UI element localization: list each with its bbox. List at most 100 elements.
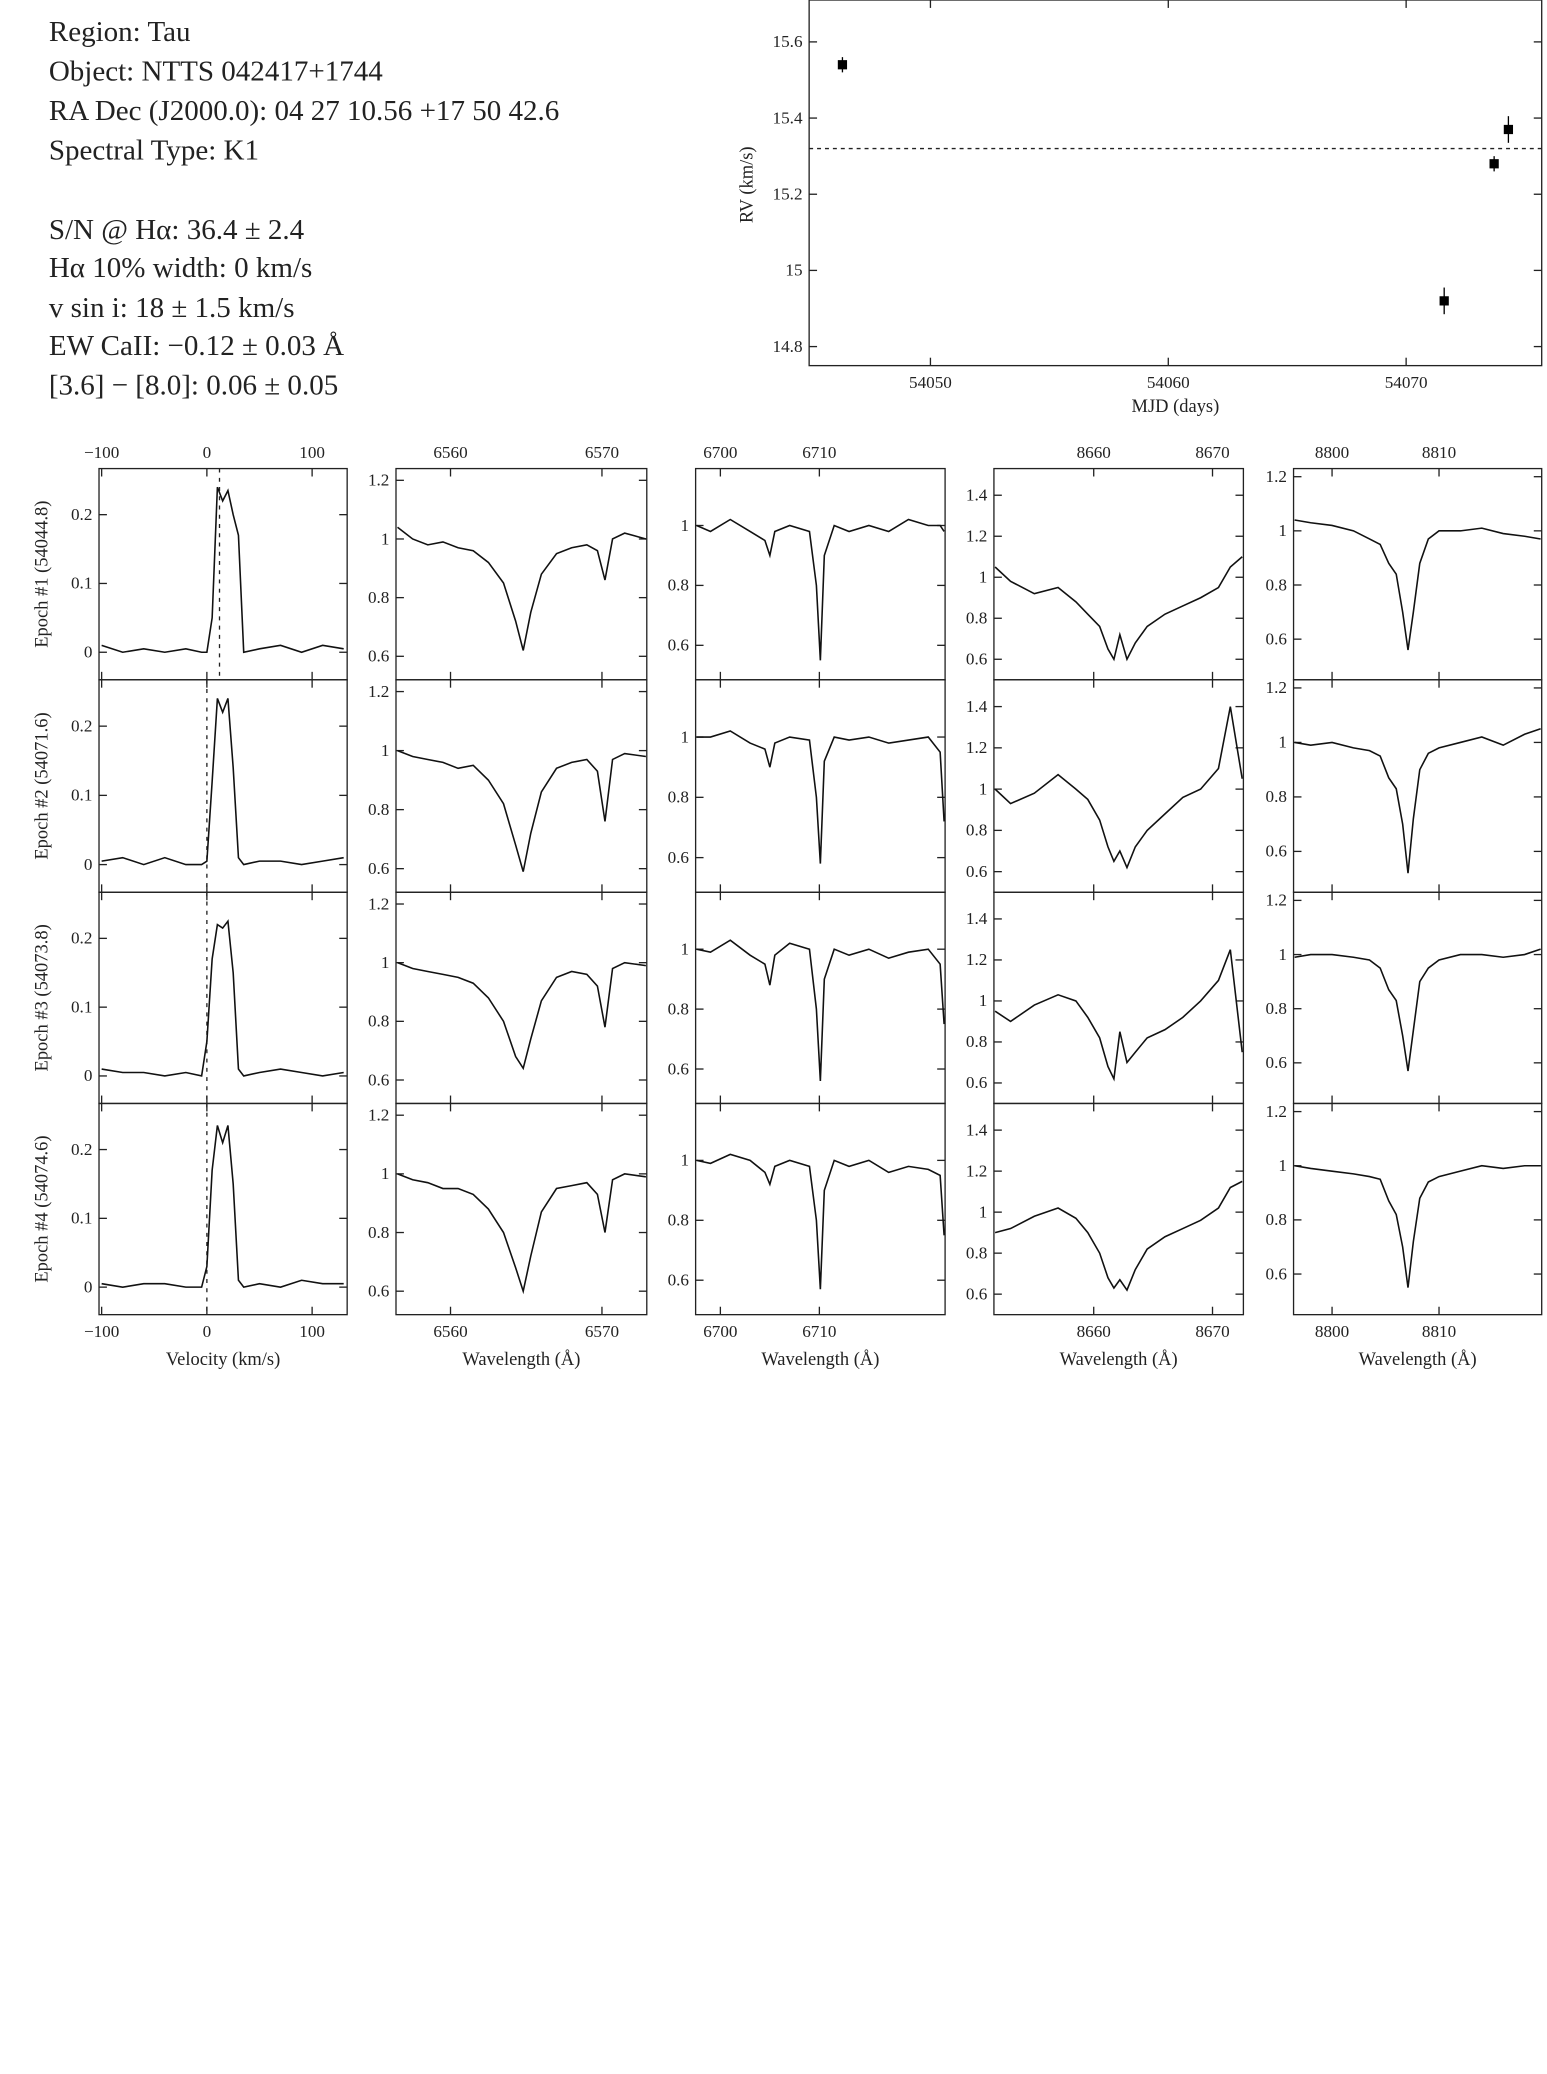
y-tick-label: 0.8 (368, 588, 389, 607)
y-tick-label: 1 (979, 991, 988, 1010)
y-tick-label: 1 (680, 1151, 689, 1170)
plot-frame (1292, 1102, 1543, 1316)
y-tick-label: 0.6 (966, 650, 988, 669)
spectrum-line (696, 939, 945, 1082)
y-tick-label: 0.8 (966, 1243, 987, 1262)
info-line: Object: NTTS 042417+1744 (49, 56, 383, 88)
y-tick-label: 0.6 (668, 1059, 690, 1078)
y-tick-label: 1.4 (966, 486, 988, 505)
y-tick-label: 1 (680, 516, 689, 535)
y-tick-label: 0.6 (1266, 842, 1288, 861)
y-tick-label: 1.2 (966, 950, 987, 969)
spectrum-line (696, 1153, 945, 1290)
y-tick-label: 1 (979, 779, 988, 798)
y-tick-label: 0.8 (1266, 999, 1287, 1018)
x-tick-label: 8670 (1195, 1322, 1229, 1341)
y-axis-label: RV (km/s) (736, 146, 757, 223)
info-line: EW CaII: −0.12 ± 0.03 Å (49, 330, 344, 362)
y-tick-label: 0 (84, 643, 93, 662)
y-tick-label: 0.8 (966, 1032, 987, 1051)
data-point (1439, 296, 1449, 306)
x-tick-label: 8660 (1077, 1322, 1111, 1341)
y-tick-label: 0.6 (1266, 1264, 1288, 1283)
x-tick-label: 0 (203, 1322, 212, 1341)
y-tick-label: 1 (381, 1164, 390, 1183)
y-tick-label: 1.2 (1266, 1102, 1287, 1121)
y-tick-label: 0.8 (368, 1012, 389, 1031)
spectrum-line (696, 730, 945, 864)
y-tick-label: 1 (1278, 521, 1287, 540)
data-point (1503, 124, 1514, 135)
y-tick-label: 0.8 (668, 999, 689, 1018)
y-tick-label: 15.2 (773, 185, 803, 204)
x-tick-label: 6700 (703, 1322, 737, 1341)
spectrum-line (101, 1125, 344, 1289)
plot-frame (993, 1102, 1245, 1316)
y-tick-label: 0.8 (368, 1223, 389, 1242)
y-tick-label: 1.2 (1266, 891, 1287, 910)
spectrum-line (1294, 1164, 1541, 1288)
spectrum-line (1294, 948, 1541, 1072)
x-tick-label: 6700 (703, 443, 737, 462)
plot-frame (993, 891, 1245, 1105)
x-axis-label: Velocity (km/s) (166, 1349, 280, 1370)
spectrum-line (994, 556, 1243, 662)
y-tick-label: 0.8 (668, 788, 689, 807)
y-tick-label: 0.2 (71, 716, 92, 735)
y-tick-label: 0.2 (71, 505, 92, 524)
plot-frame (98, 1102, 348, 1316)
y-tick-label: 1 (1278, 945, 1287, 964)
x-tick-label: 8800 (1315, 443, 1349, 462)
plot-frame (694, 1102, 946, 1316)
info-line: S/N @ Hα: 36.4 ± 2.4 (49, 214, 305, 246)
spectrum-line (397, 749, 646, 872)
y-tick-label: 0.8 (966, 821, 987, 840)
info-line: Spectral Type: K1 (49, 135, 259, 167)
info-line: v sin i: 18 ± 1.5 km/s (49, 292, 295, 324)
row-label: Epoch #1 (54044.8) (32, 501, 53, 648)
y-tick-label: 1.4 (966, 697, 988, 716)
y-tick-label: 0 (84, 1277, 93, 1296)
data-point (837, 60, 848, 70)
spectrum-line (101, 486, 344, 654)
x-tick-label: 54070 (1385, 373, 1428, 392)
spectrum-line (994, 1180, 1243, 1292)
spectrum-line (1294, 519, 1541, 651)
x-tick-label: 6560 (433, 1322, 467, 1341)
x-tick-label: 6570 (585, 1322, 619, 1341)
x-tick-label: 54050 (909, 373, 952, 392)
y-tick-label: 0.6 (668, 1270, 690, 1289)
y-tick-label: 0.1 (71, 786, 92, 805)
y-tick-label: 1.2 (1266, 467, 1287, 486)
plot-frame (808, 0, 1543, 367)
plot-frame (993, 679, 1245, 893)
spectrum-line (994, 706, 1243, 870)
x-tick-label: 100 (299, 443, 325, 462)
data-point (1489, 159, 1499, 169)
y-tick-label: 0.6 (966, 1073, 988, 1092)
y-tick-label: 1 (979, 568, 988, 587)
row-label: Epoch #2 (54071.6) (32, 712, 53, 859)
row-label: Epoch #3 (54073.8) (32, 924, 53, 1071)
y-tick-label: 0.6 (368, 647, 390, 666)
plot-frame (993, 467, 1245, 681)
y-tick-label: 1 (680, 939, 689, 958)
y-tick-label: 0.1 (71, 574, 92, 593)
y-tick-label: 0.8 (1266, 787, 1287, 806)
plot-frame (395, 1102, 648, 1316)
y-tick-label: 0.6 (668, 848, 690, 867)
y-tick-label: 0.6 (368, 859, 390, 878)
spectrum-line (101, 698, 344, 866)
x-tick-label: −100 (84, 443, 119, 462)
y-tick-label: 1 (680, 727, 689, 746)
spectrum-line (696, 518, 945, 661)
y-tick-label: 0.2 (71, 1140, 92, 1159)
y-tick-label: 1.2 (368, 894, 389, 913)
x-axis-label: Wavelength (Å) (1060, 1349, 1178, 1370)
y-tick-label: 0 (84, 1066, 93, 1085)
y-tick-label: 0.6 (668, 636, 690, 655)
y-tick-label: 1 (1278, 1156, 1287, 1175)
y-tick-label: 0.6 (1266, 1053, 1288, 1072)
